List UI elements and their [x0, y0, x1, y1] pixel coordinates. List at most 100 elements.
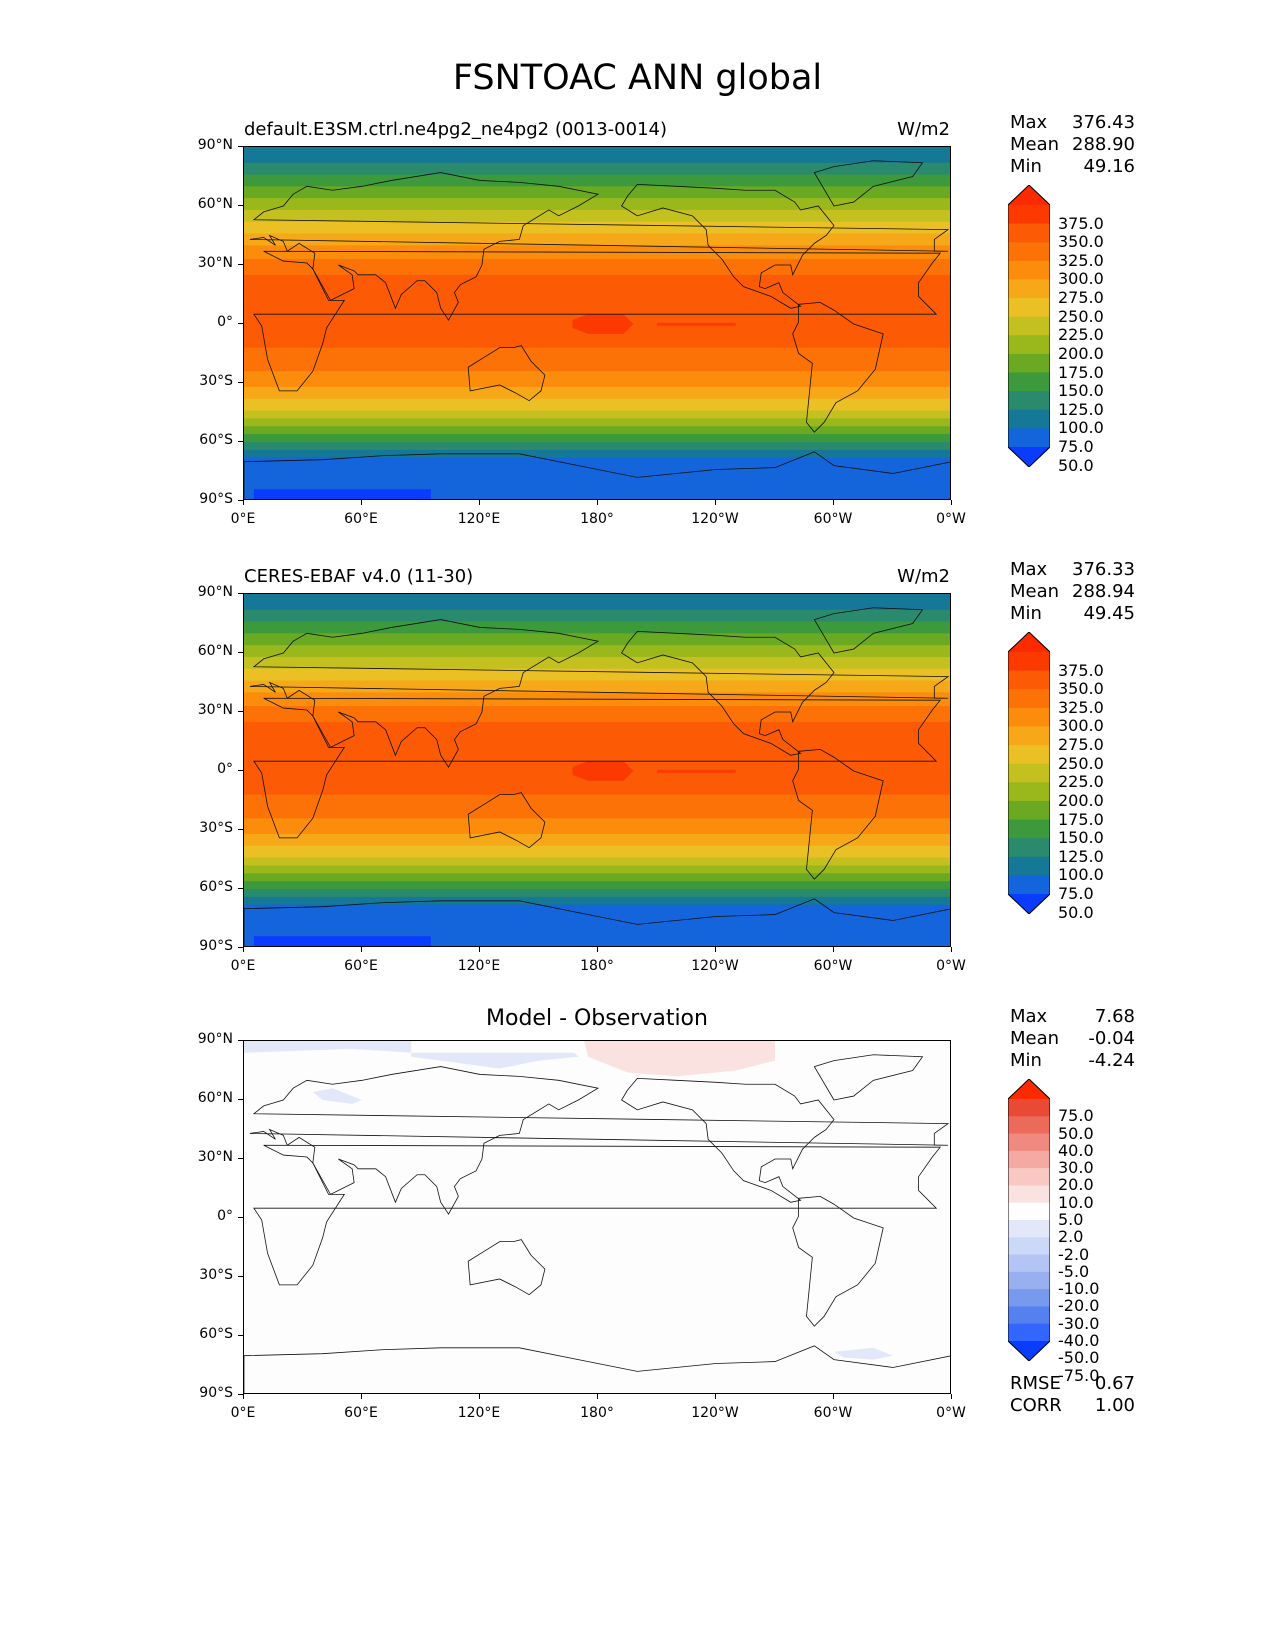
field-band	[244, 418, 950, 427]
coastline	[792, 1195, 884, 1327]
colorbar-tick-label: 225.0	[1058, 325, 1104, 345]
y-tick-mark	[238, 441, 243, 442]
x-tick-label: 60°W	[813, 1405, 853, 1421]
coastline	[253, 697, 942, 839]
x-tick-mark	[951, 500, 952, 505]
x-tick-label: 180°	[580, 1405, 614, 1421]
y-tick-mark	[238, 264, 243, 265]
field-band	[244, 174, 950, 187]
colorbar-segment	[1008, 1168, 1050, 1186]
y-tick-label: 30°N	[197, 1149, 233, 1165]
panel-1-stats: Max 376.43 Mean 288.90 Min 49.16	[1010, 112, 1135, 178]
field-band	[244, 198, 950, 211]
colorbar-tick-label: 325.0	[1058, 250, 1104, 270]
panel-2-stats: Max 376.33 Mean 288.94 Min 49.45	[1010, 559, 1135, 625]
colorbar-tick-label: 325.0	[1058, 697, 1104, 717]
coastline	[621, 183, 835, 309]
colorbar-segment	[1008, 745, 1050, 765]
x-tick-label: 0°E	[230, 1405, 256, 1421]
coastline	[249, 1066, 950, 1215]
colorbar-segment	[1008, 1150, 1050, 1169]
y-tick-label: 0°	[217, 314, 233, 330]
field-band	[244, 656, 950, 670]
colorbar-segment	[1008, 335, 1050, 355]
mean-value: 288.94	[1072, 581, 1135, 602]
y-tick-label: 30°S	[199, 373, 233, 389]
colorbar-segment	[1008, 279, 1050, 299]
colorbar-tick-label: -30.0	[1058, 1313, 1100, 1333]
field-band	[244, 668, 950, 682]
coastline	[244, 898, 950, 946]
coastline	[467, 1239, 546, 1296]
field-band	[244, 434, 950, 443]
colorbar-segment	[1008, 856, 1050, 876]
y-tick-label: 90°S	[199, 938, 233, 954]
y-tick-label: 60°S	[199, 432, 233, 448]
x-tick-label: 120°E	[457, 1405, 501, 1421]
colorbar-segment	[1008, 1116, 1050, 1135]
colorbar-tick-label: 200.0	[1058, 790, 1104, 810]
colorbar-segment	[1008, 1271, 1050, 1290]
colorbar-tick-label: -40.0	[1058, 1331, 1100, 1350]
colorbar-segment	[1008, 726, 1050, 746]
x-tick-label: 60°W	[813, 958, 853, 974]
field-band	[244, 147, 950, 164]
field-band	[244, 259, 950, 276]
field-band	[244, 873, 950, 882]
y-tick-mark	[238, 146, 243, 147]
x-tick-mark	[479, 500, 480, 505]
colorbar-segment	[1008, 298, 1050, 318]
y-tick-mark	[238, 382, 243, 383]
colorbar-tick-label: -50.0	[1058, 1348, 1100, 1368]
maximum-patch	[572, 761, 634, 781]
x-tick-label: 60°E	[344, 1405, 378, 1421]
colorbar-segment	[1008, 763, 1050, 783]
colorbar-tick-label: 300.0	[1058, 716, 1104, 736]
y-tick-label: 60°N	[197, 196, 233, 212]
x-tick-mark	[597, 500, 598, 505]
rmse-label: RMSE	[1010, 1373, 1061, 1394]
colorbar-tick-label: 10.0	[1058, 1192, 1094, 1212]
colorbar-tick-label: 5.0	[1058, 1210, 1084, 1229]
y-tick-mark	[238, 500, 243, 501]
colorbar-graphic	[1007, 1078, 1051, 1362]
x-tick-mark	[361, 947, 362, 952]
x-tick-mark	[715, 947, 716, 952]
colorbar-tick-label: -10.0	[1058, 1279, 1100, 1299]
max-value: 376.33	[1072, 559, 1135, 580]
colorbar-tick-label: -75.0	[1058, 1365, 1100, 1385]
y-tick-mark	[238, 770, 243, 771]
mean-value: 288.90	[1072, 134, 1135, 155]
y-tick-label: 30°N	[197, 702, 233, 718]
colorbar-tick-label: 150.0	[1058, 828, 1104, 848]
field-band	[244, 398, 950, 412]
y-tick-label: 90°N	[197, 137, 233, 153]
colorbar-tick-label: 175.0	[1058, 809, 1104, 829]
x-tick-label: 0°W	[936, 1405, 966, 1421]
y-tick-label: 60°N	[197, 643, 233, 659]
y-tick-mark	[238, 888, 243, 889]
x-tick-label: 0°W	[936, 511, 966, 527]
y-tick-mark	[238, 323, 243, 324]
negative-anomaly-patch	[244, 1041, 579, 1069]
x-tick-mark	[243, 947, 244, 952]
x-tick-label: 120°W	[691, 958, 739, 974]
panel-3-colorbar: 75.0 50.0 40.0 30.0 20.0 10.0 5.0 2.0 -2.0 -5.0 -1…	[1007, 1078, 1099, 1383]
coastline	[813, 160, 924, 207]
x-tick-mark	[951, 1394, 952, 1399]
colorbar-segment	[1008, 819, 1050, 839]
coastline	[813, 1054, 924, 1101]
y-tick-mark	[238, 1394, 243, 1395]
colorbar-segment	[1008, 1185, 1050, 1204]
coastline	[249, 172, 950, 321]
y-tick-mark	[238, 593, 243, 594]
colorbar-extend-bottom	[1008, 447, 1050, 467]
x-tick-label: 120°W	[691, 511, 739, 527]
field-band	[244, 386, 950, 400]
colorbar-tick-label: 40.0	[1058, 1140, 1094, 1160]
x-tick-mark	[833, 947, 834, 952]
colorbar-tick-label: 275.0	[1058, 735, 1104, 755]
corr-value: 1.00	[1094, 1395, 1135, 1416]
negative-anomaly-patch	[834, 1347, 893, 1360]
field-band	[244, 442, 950, 451]
